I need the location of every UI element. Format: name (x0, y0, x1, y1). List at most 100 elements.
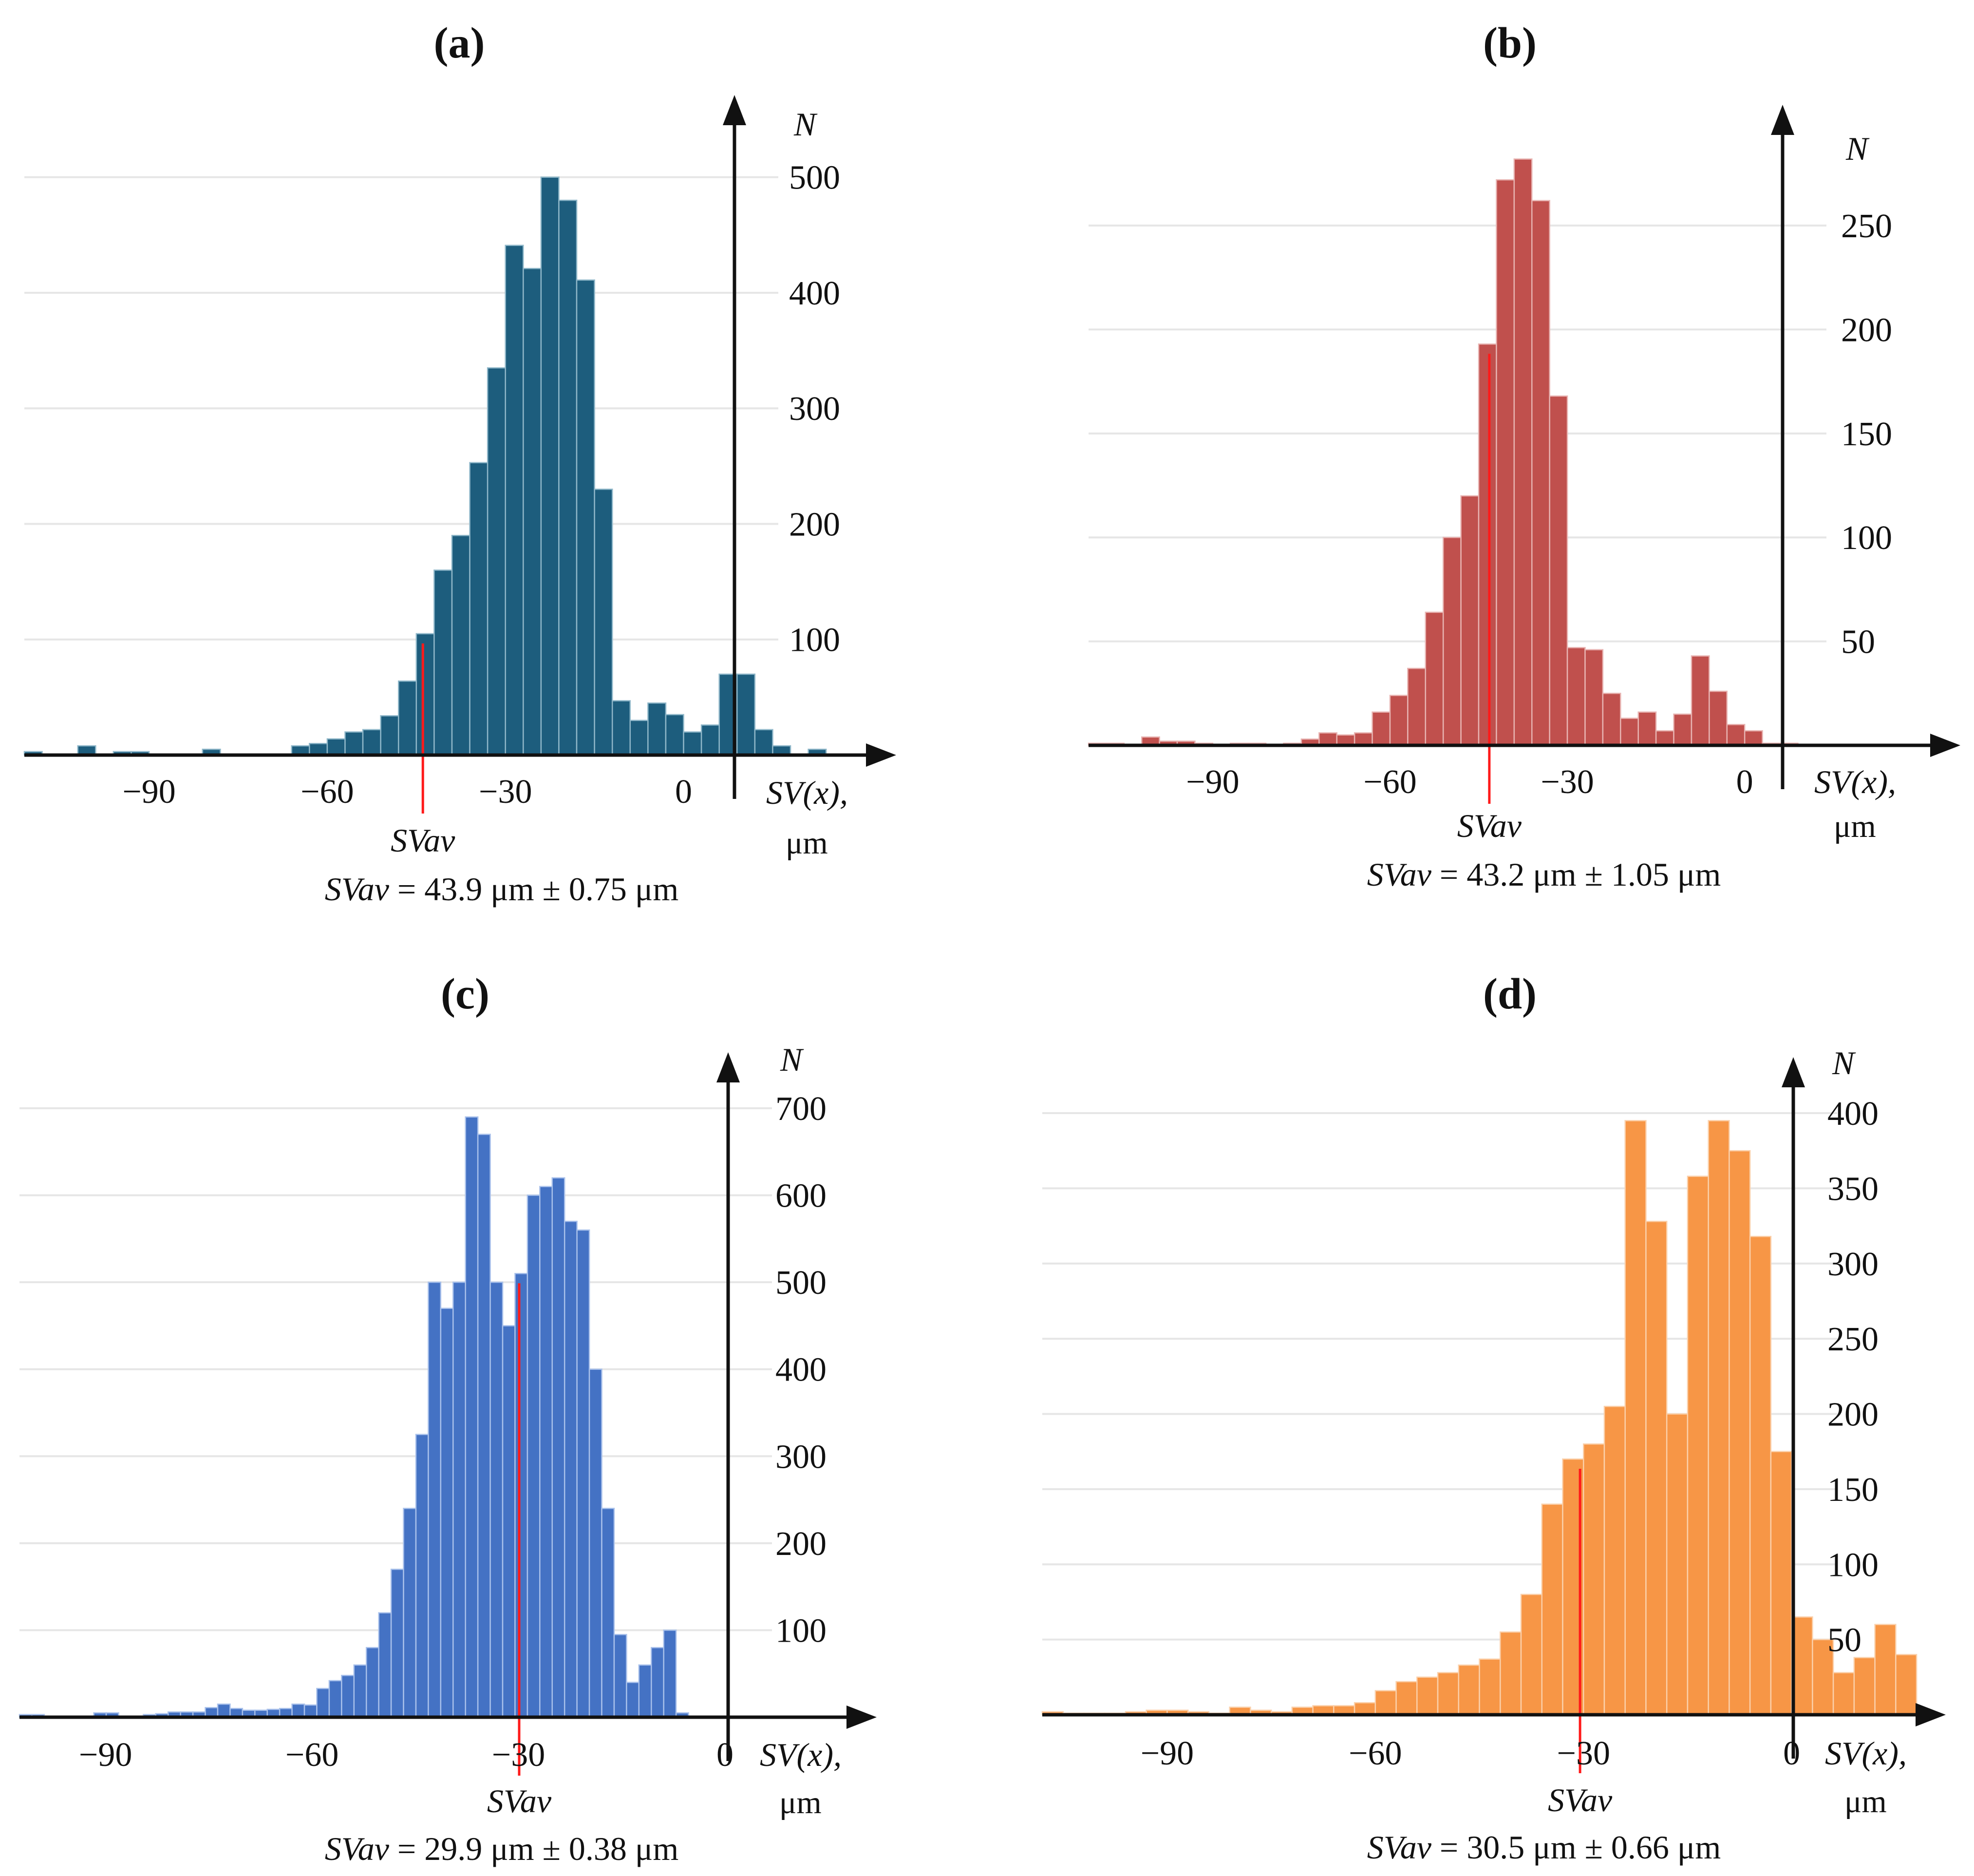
histogram-bar (1460, 495, 1480, 746)
histogram-bar (638, 1664, 652, 1718)
x-tick-label: 0 (675, 773, 692, 811)
histogram-bar (362, 729, 381, 756)
x-tick-label: −90 (79, 1736, 132, 1774)
histogram-bar (465, 1116, 479, 1718)
y-axis-arrow-icon (1782, 1057, 1805, 1087)
y-tick-label: 200 (1841, 311, 1892, 349)
x-tick-label: −60 (1349, 1735, 1402, 1772)
histogram-bar (487, 367, 506, 756)
mean-label: SVav (391, 822, 455, 859)
histogram-bar (1566, 647, 1586, 746)
histogram-bar (1620, 718, 1639, 746)
histogram-bar (1584, 649, 1604, 746)
histogram-bar (469, 462, 489, 756)
histogram-bar (1500, 1631, 1522, 1716)
y-tick-label: 250 (1827, 1321, 1879, 1358)
histogram-bar (1791, 1616, 1813, 1716)
histogram-bar (502, 1325, 516, 1718)
histogram-bar (540, 176, 560, 756)
histogram-bar (477, 1134, 491, 1718)
histogram-bar (629, 720, 649, 756)
y-axis-label: N (1832, 1044, 1856, 1081)
x-axis-label: SV(x), (1825, 1735, 1907, 1772)
y-tick-label: 400 (789, 275, 840, 312)
chart-panel-a: 100 200 300 400 500 −90 −60 −30 0 N SV(x), μm SVav (a… (23, 19, 896, 908)
y-tick-label: 50 (1827, 1622, 1861, 1659)
mean-label: SVav (487, 1782, 552, 1819)
histogram-bar (736, 673, 756, 756)
y-tick-label: 250 (1841, 208, 1892, 245)
y-tick-label: 150 (1827, 1471, 1879, 1509)
x-tick-label: −30 (1541, 763, 1594, 801)
histogram-bar (1531, 200, 1550, 746)
x-axis-arrow-icon (1930, 734, 1960, 757)
histogram-bar (1729, 1150, 1751, 1716)
histogram-bar (1691, 655, 1710, 746)
histogram-bar (1602, 693, 1621, 746)
histogram-bar (415, 1434, 429, 1718)
histogram-bar (539, 1186, 553, 1718)
panel-title: (a) (434, 19, 485, 67)
histogram-bar (1708, 1120, 1730, 1716)
histogram-bar (1318, 732, 1337, 746)
x-axis-label: SV(x), (766, 774, 848, 811)
caption-symbol: SVav (325, 1830, 390, 1867)
x-tick-label: −30 (492, 1736, 545, 1774)
histogram-bar (576, 279, 595, 756)
histogram-bar (526, 1194, 541, 1718)
histogram-bar (1389, 695, 1409, 746)
histogram-bar (1624, 1120, 1647, 1716)
y-tick-label: 200 (1827, 1396, 1879, 1434)
histogram-bar (1374, 1690, 1397, 1716)
chart-panel-c: 100 200 300 400 500 600 700 −90 −60 −30 0 N SV(x), μm… (19, 970, 877, 1867)
histogram-bar (451, 534, 470, 756)
histogram-bar (1354, 1702, 1376, 1716)
x-tick-label: −90 (122, 773, 175, 811)
histogram-bar (564, 1220, 578, 1718)
histogram-bar (1478, 343, 1497, 746)
histogram-bar (415, 633, 435, 756)
histogram-bar (1744, 730, 1763, 746)
histogram-bar (665, 714, 684, 756)
panel-title: (c) (441, 970, 489, 1018)
histogram-bar (551, 1177, 565, 1718)
y-axis-label: N (780, 1041, 804, 1078)
histogram-bar (380, 715, 399, 756)
y-tick-label: 400 (1827, 1095, 1879, 1133)
x-tick-label: −30 (1557, 1735, 1610, 1772)
x-tick-label: 0 (1783, 1735, 1800, 1772)
histogram-bar (1645, 1221, 1668, 1716)
x-tick-label: −60 (301, 773, 354, 811)
histogram-bar (390, 1569, 404, 1718)
y-tick-label: 50 (1841, 624, 1875, 661)
y-tick-label: 300 (775, 1438, 827, 1476)
caption-value: = 30.5 μm ± 0.66 μm (1431, 1829, 1721, 1866)
histogram-bar (1437, 1672, 1460, 1716)
y-axis-arrow-icon (723, 95, 746, 125)
caption-symbol: SVav (1367, 856, 1432, 893)
x-tick-label: −90 (1141, 1735, 1194, 1772)
histogram-bar (1673, 713, 1692, 746)
y-tick-label: 300 (1827, 1246, 1879, 1283)
x-tick-label: −30 (479, 773, 532, 811)
x-axis-unit: μm (1844, 1784, 1887, 1819)
histogram-bar (303, 1704, 318, 1718)
histogram-bar (440, 1308, 454, 1718)
histogram-bar (353, 1664, 367, 1718)
histogram-bar (1874, 1624, 1897, 1716)
histogram-bar (1726, 724, 1746, 746)
x-tick-label: −60 (1363, 763, 1416, 801)
y-tick-label: 400 (775, 1351, 827, 1389)
histogram-bar (1458, 1664, 1480, 1716)
x-axis-unit: μm (779, 1785, 822, 1820)
histogram-bar (1655, 730, 1674, 746)
histogram-bar (1496, 179, 1515, 746)
histogram-bar (505, 245, 524, 756)
histogram-bar (1637, 711, 1657, 746)
histogram-bar (1832, 1672, 1855, 1716)
histogram-bar (754, 729, 773, 756)
histogram-bar (1549, 395, 1568, 746)
y-tick-label: 700 (775, 1090, 827, 1128)
x-axis-arrow-icon (866, 743, 896, 767)
